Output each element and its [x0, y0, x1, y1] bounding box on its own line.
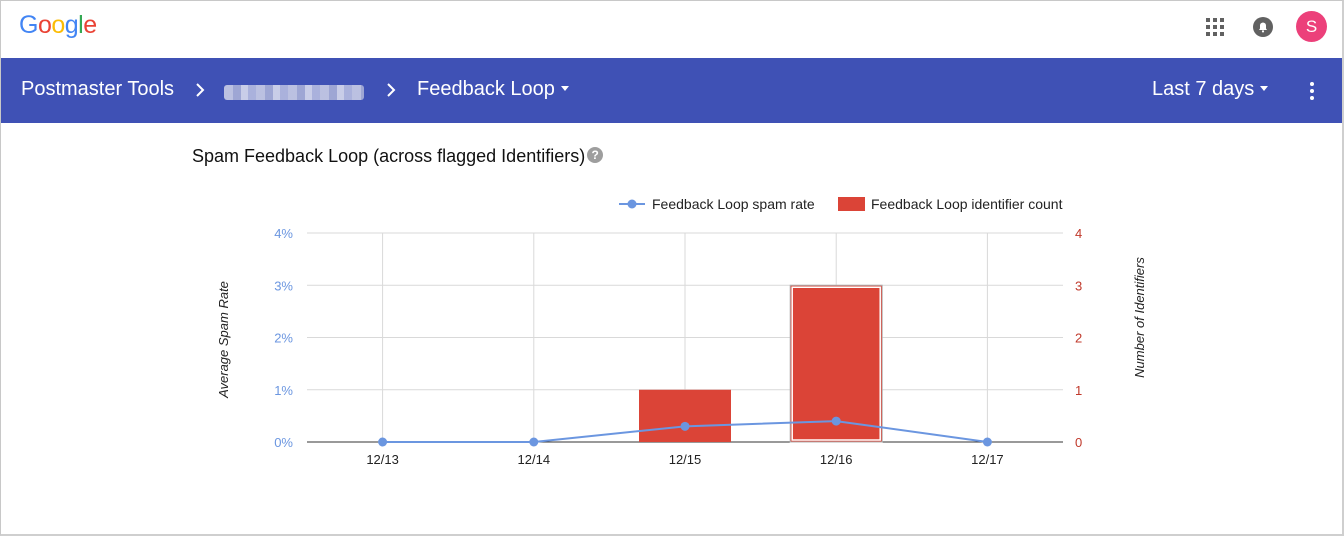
postmaster-nav-bar: Postmaster Tools Feedback Loop Last 7 da… [1, 58, 1342, 123]
chevron-right-icon [196, 83, 205, 97]
legend-label-identifier-count: Feedback Loop identifier count [871, 196, 1063, 212]
spam-rate-point [982, 437, 992, 447]
logo-letter: o [37, 11, 52, 39]
chart-legend: Feedback Loop spam rate Feedback Loop ide… [619, 196, 1063, 212]
breadcrumb-app-title[interactable]: Postmaster Tools [21, 78, 175, 100]
left-axis-tick-label: 0% [274, 435, 293, 450]
x-axis-tick-label: 12/13 [366, 452, 399, 467]
google-logo[interactable]: Google [19, 11, 97, 40]
bar-highlight-border [791, 286, 881, 441]
x-axis-tick-label: 12/16 [820, 452, 853, 467]
bar-outline [789, 284, 883, 443]
breadcrumb-domain-redacted[interactable] [224, 85, 364, 100]
spam-rate-point [680, 421, 690, 431]
logo-letter: e [83, 11, 97, 39]
right-axis-tick-label: 3 [1075, 278, 1082, 293]
right-axis-tick-label: 1 [1075, 383, 1082, 398]
x-axis-tick-label: 12/17 [971, 452, 1004, 467]
line-series [378, 416, 992, 447]
left-axis-tick-label: 2% [274, 331, 293, 346]
logo-letter: o [51, 11, 65, 39]
chart-title: Spam Feedback Loop (across flagged Ident… [192, 146, 604, 167]
account-avatar[interactable]: S [1296, 11, 1327, 42]
right-axis-tick-label: 2 [1075, 331, 1082, 346]
right-axis-title: Number of Identifiers [1132, 257, 1147, 378]
spam-feedback-chart: 0% 1% 2% 3% 4% 0 1 2 3 4 12/13 12/14 12/15 12/16 12/17… [216, 196, 1147, 467]
section-dropdown-label: Feedback Loop [417, 78, 555, 100]
caret-down-icon [560, 85, 569, 91]
legend-bar-swatch [838, 197, 865, 211]
logo-letter: l [78, 11, 84, 39]
bar [639, 389, 731, 442]
left-axis-tick-label: 3% [274, 278, 293, 293]
x-axis-tick-label: 12/14 [518, 452, 551, 467]
help-icon[interactable]: ? [587, 147, 604, 163]
left-axis-title: Average Spam Rate [216, 281, 231, 399]
date-range-label: Last 7 days [1152, 78, 1255, 100]
bar-series [639, 284, 883, 443]
spam-rate-point [378, 437, 388, 447]
legend-line-marker [627, 199, 637, 209]
right-axis-tick-label: 4 [1075, 226, 1082, 241]
spam-rate-point [529, 437, 539, 447]
legend-label-spam-rate: Feedback Loop spam rate [652, 196, 815, 212]
caret-down-icon [1260, 85, 1269, 91]
x-axis-tick-label: 12/15 [669, 452, 702, 467]
notifications-bell-icon[interactable] [1251, 15, 1275, 39]
left-axis-tick-label: 1% [274, 383, 293, 398]
google-top-bar: Google S [1, 1, 1342, 58]
spam-rate-point [831, 416, 841, 426]
date-range-dropdown[interactable]: Last 7 days [1152, 78, 1269, 101]
chevron-right-icon [387, 83, 396, 97]
apps-grid-icon[interactable] [1203, 15, 1227, 39]
section-dropdown[interactable]: Feedback Loop [417, 78, 569, 101]
logo-letter: G [19, 11, 38, 39]
chart-axes: 0% 1% 2% 3% 4% 0 1 2 3 4 12/13 12/14 12/15 12/16 12/17… [216, 226, 1147, 467]
left-axis-tick-label: 4% [274, 226, 293, 241]
logo-letter: g [64, 11, 79, 39]
right-axis-tick-label: 0 [1075, 435, 1082, 450]
more-options-icon[interactable] [1303, 81, 1321, 101]
